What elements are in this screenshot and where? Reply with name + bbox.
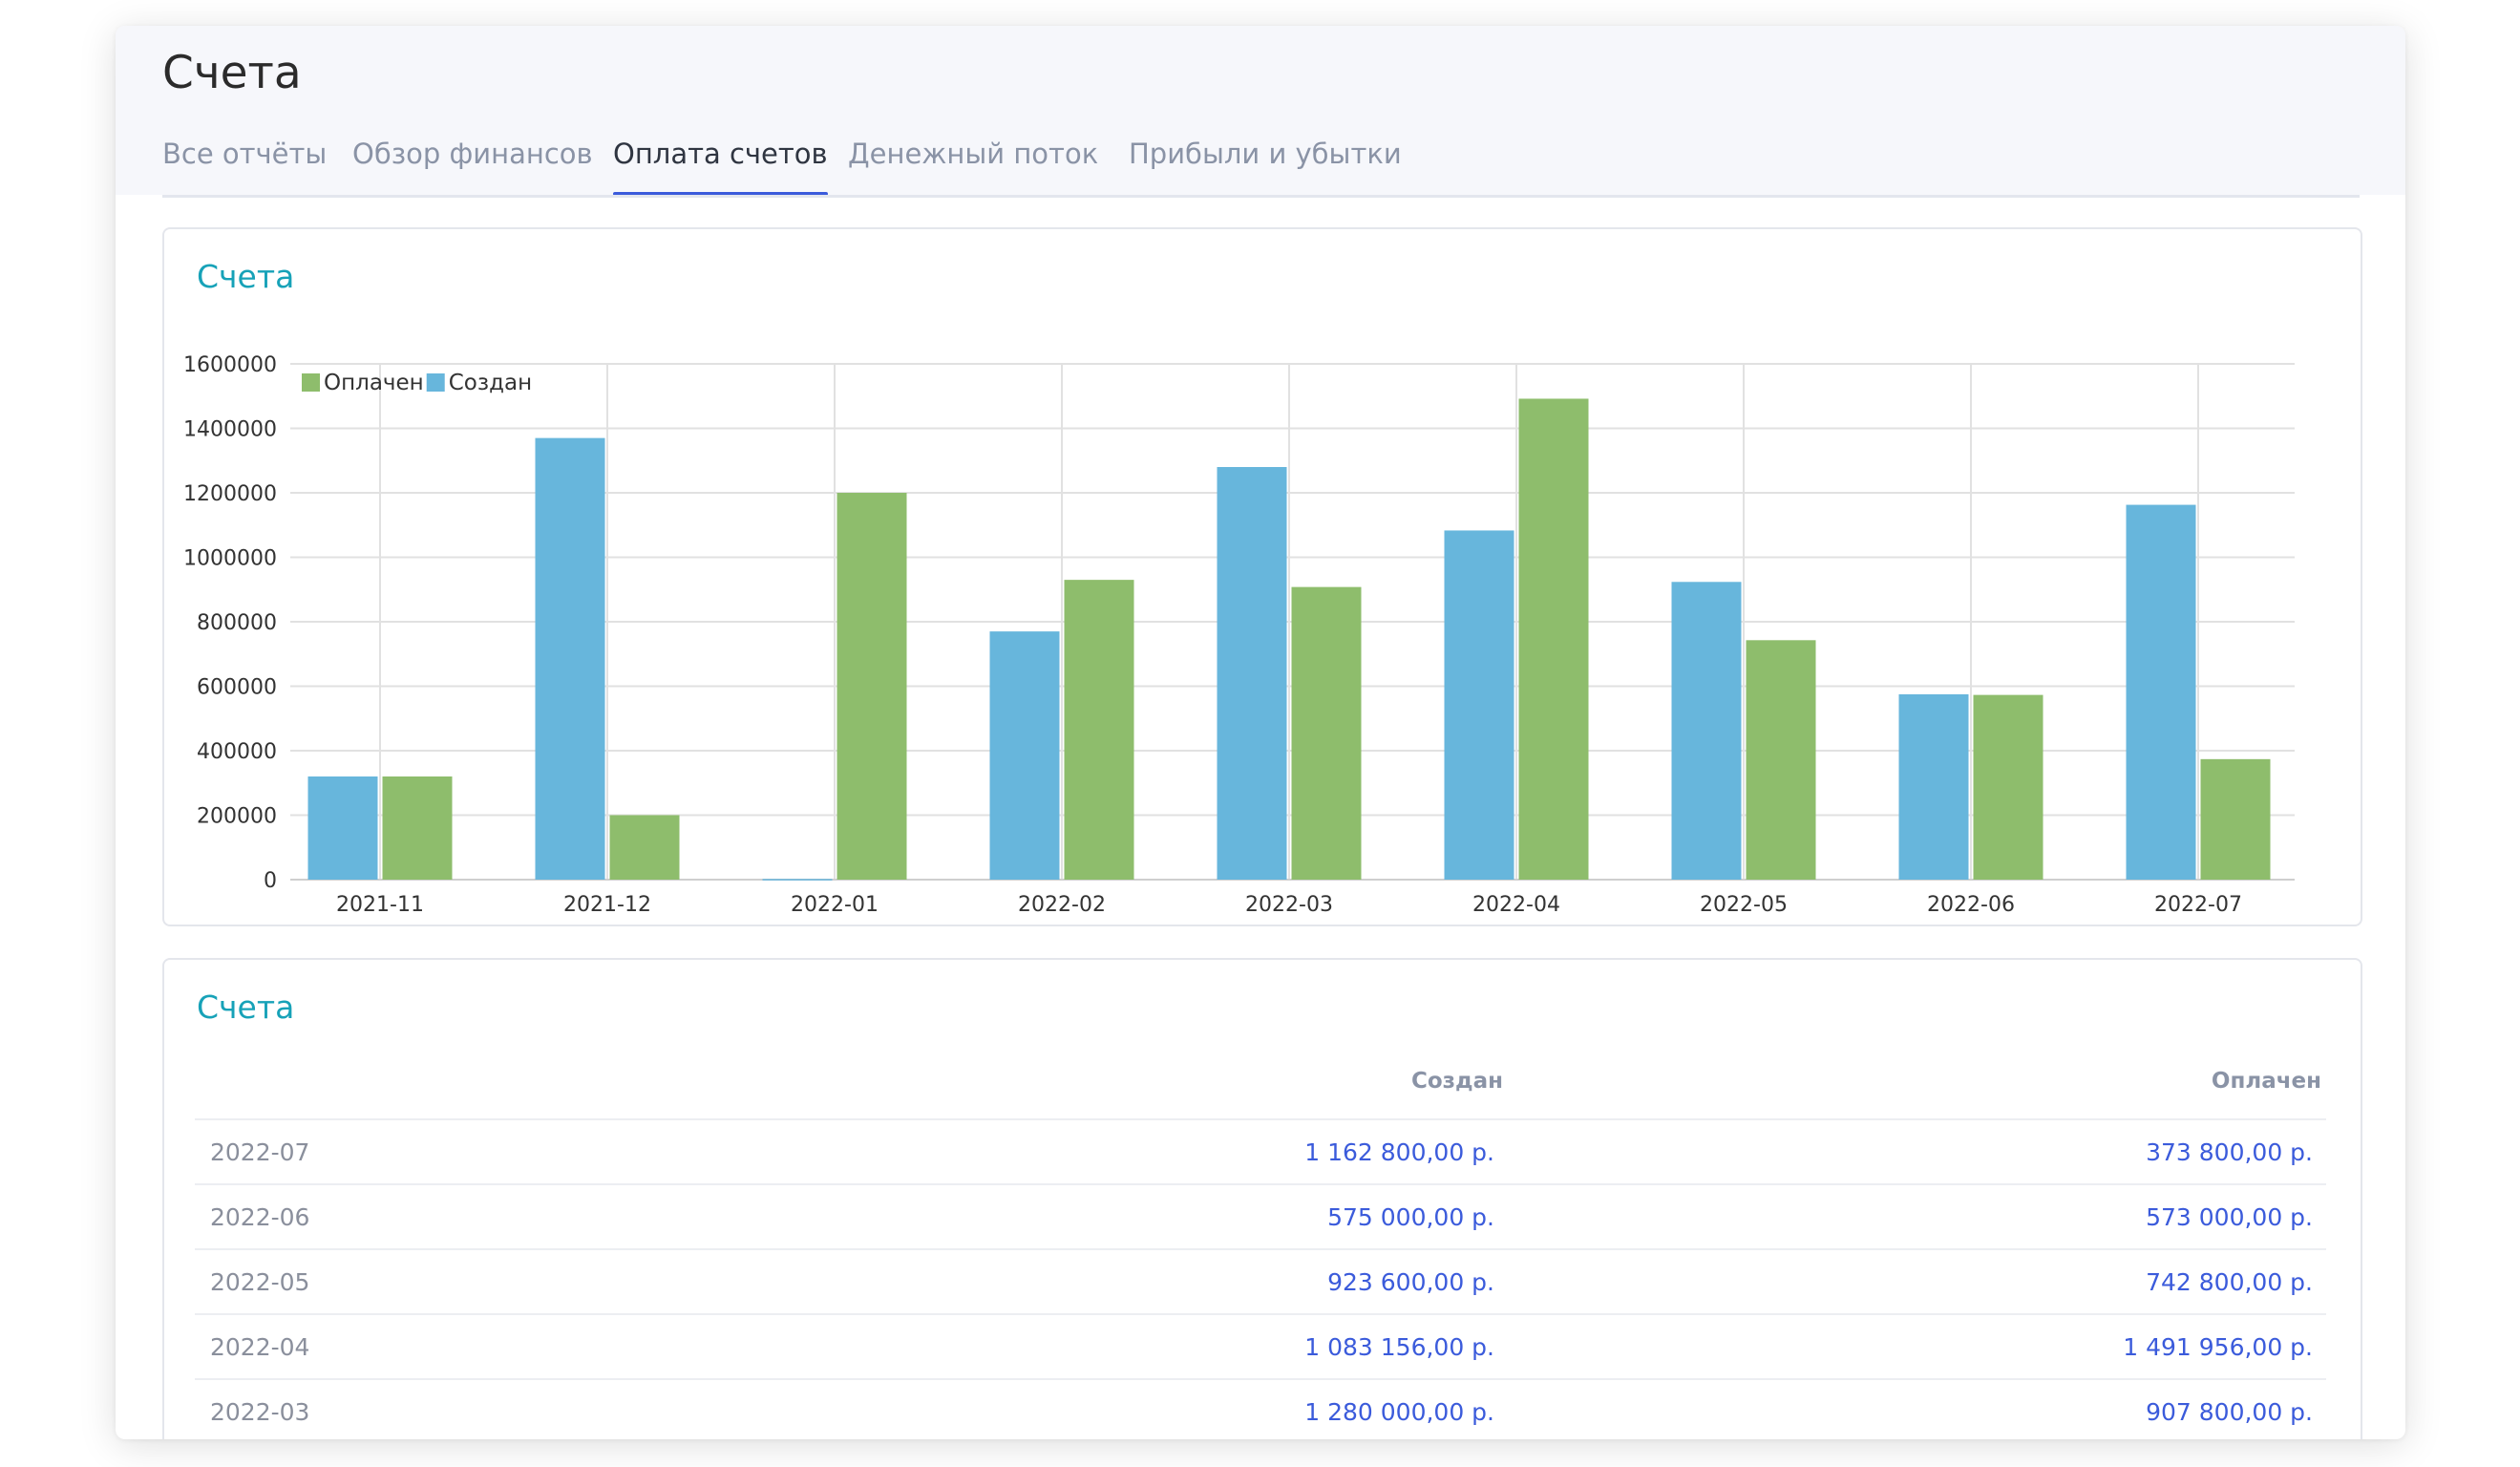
page-header: Счета Все отчёты Обзор финансов Оплата с… [116,26,2405,196]
bar-paid [2200,758,2271,880]
row-paid-amount[interactable]: 373 800,00 р. [2146,1138,2313,1166]
header-divider [910,195,2360,198]
x-tick-label: 2022-02 [1018,893,1106,917]
row-paid-amount[interactable]: 1 491 956,00 р. [2123,1333,2313,1361]
bar-created [762,879,833,881]
tab-finance-overview[interactable]: Обзор финансов [352,138,593,170]
tab-all-reports[interactable]: Все отчёты [162,138,328,170]
bar-paid [1973,694,2044,880]
chart-card: Счета 0 200000 400000 600000 800000 1000000 12… [162,227,2362,926]
chart-card-title: Счета [197,258,295,295]
x-tick-label: 2022-01 [791,893,879,917]
bar-created [535,437,605,880]
table-card-title: Счета [197,989,295,1026]
invoices-bar-chart: 0 200000 400000 600000 800000 1000000 1200000 1… [183,353,2295,917]
bar-paid [382,776,453,880]
row-month: 2022-04 [210,1333,310,1361]
bar-paid [1064,580,1134,880]
tab-cash-flow[interactable]: Денежный поток [848,138,1099,170]
page-title: Счета [162,47,302,99]
x-tick-label: 2021-11 [336,893,424,917]
row-created-amount[interactable]: 1 280 000,00 р. [1304,1398,1494,1426]
y-tick-label: 400000 [197,740,277,764]
row-month: 2022-03 [210,1398,310,1426]
bar-created [1217,467,1287,880]
y-tick-label: 1200000 [183,482,277,506]
y-tick-label: 1000000 [183,547,277,571]
bar-paid [1746,640,1816,880]
row-created-amount[interactable]: 1 083 156,00 р. [1304,1333,1494,1361]
row-paid-amount[interactable]: 742 800,00 р. [2146,1268,2313,1296]
bar-paid [1518,398,1589,880]
bar-created [989,631,1060,880]
table-row: 2022-03 1 280 000,00 р. 907 800,00 р. [195,1378,2326,1439]
row-month: 2022-05 [210,1268,310,1296]
table-row: 2022-04 1 083 156,00 р. 1 491 956,00 р. [195,1313,2326,1380]
bar-created [1671,582,1742,880]
tab-profit-loss[interactable]: Прибыли и убытки [1129,138,1402,170]
x-tick-label: 2022-04 [1472,893,1560,917]
tab-invoice-payment[interactable]: Оплата счетов [613,133,828,196]
y-tick-label: 1600000 [183,353,277,377]
table-row: 2022-05 923 600,00 р. 742 800,00 р. [195,1248,2326,1315]
bar-paid [836,493,907,880]
bar-created [307,776,378,880]
header-divider [162,195,996,198]
row-created-amount[interactable]: 1 162 800,00 р. [1304,1138,1494,1166]
legend-swatch [302,373,320,392]
x-tick-label: 2022-03 [1245,893,1333,917]
y-tick-label: 800000 [197,611,277,635]
row-created-amount[interactable]: 923 600,00 р. [1327,1268,1494,1296]
bar-paid [1291,586,1362,880]
table-card: Счета [162,958,2362,1439]
row-paid-amount[interactable]: 907 800,00 р. [2146,1398,2313,1426]
x-tick-label: 2021-12 [563,893,651,917]
column-header-created[interactable]: Создан [1410,1069,1503,1094]
column-header-paid[interactable]: Оплачен [2211,1069,2321,1094]
y-tick-label: 0 [264,869,277,893]
legend-label: Оплачен [324,371,424,395]
x-tick-label: 2022-07 [2154,893,2242,917]
x-tick-label: 2022-06 [1927,893,2015,917]
row-month: 2022-07 [210,1138,310,1166]
legend-swatch [426,373,445,392]
row-paid-amount[interactable]: 573 000,00 р. [2146,1203,2313,1231]
table-row: 2022-07 1 162 800,00 р. 373 800,00 р. [195,1118,2326,1185]
bar-paid [609,815,680,880]
x-tick-label: 2022-05 [1700,893,1788,917]
y-tick-label: 1400000 [183,418,277,442]
row-created-amount[interactable]: 575 000,00 р. [1327,1203,1494,1231]
report-window: Счета Все отчёты Обзор финансов Оплата с… [116,26,2405,1439]
bar-created [2126,504,2196,880]
bar-created [1444,530,1514,880]
table-row: 2022-06 575 000,00 р. 573 000,00 р. [195,1183,2326,1250]
y-tick-label: 200000 [197,805,277,829]
legend-label: Создан [449,371,532,395]
y-tick-label: 600000 [197,676,277,700]
bar-created [1898,693,1969,880]
row-month: 2022-06 [210,1203,310,1231]
